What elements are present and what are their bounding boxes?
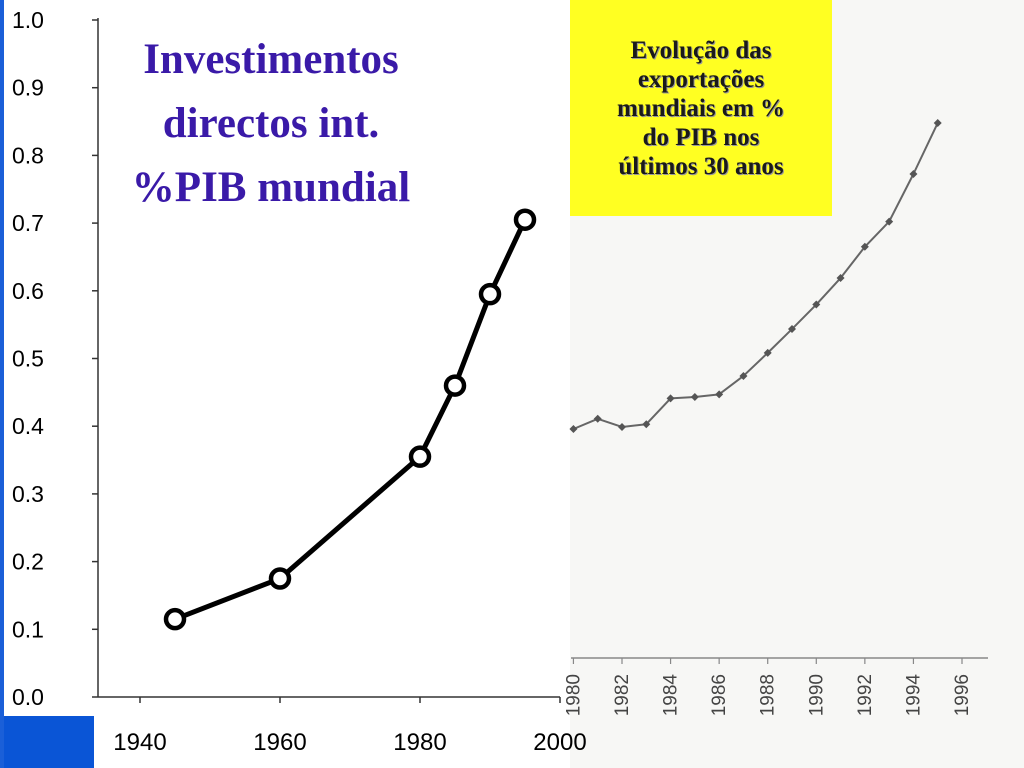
exports-series-line: [573, 122, 939, 430]
y-tick-label: 0.0: [12, 684, 44, 710]
exports-data-point: [812, 300, 821, 309]
exports-data-point: [690, 393, 699, 402]
exports-data-point: [569, 425, 578, 433]
exports-data-point: [836, 274, 845, 283]
exports-callout-box: Evolução das exportações mundiais em % d…: [570, 0, 832, 216]
exports-data-point: [642, 420, 651, 429]
x-tick-label: 1980: [563, 674, 584, 716]
fdi-series-line: [174, 218, 528, 622]
exports-data-point: [666, 394, 675, 403]
exports-data-point: [739, 371, 748, 380]
exports-callout-text: Evolução das exportações mundiais em % d…: [616, 36, 786, 180]
exports-data-point: [788, 325, 796, 334]
fdi-chart-title: Investimentos directos int. %PIB mundial: [131, 36, 411, 211]
fdi-data-point: [268, 567, 292, 590]
exports-data-point: [909, 170, 918, 178]
x-tick-label: 1988: [758, 674, 779, 716]
y-tick-label: 0.7: [12, 210, 44, 236]
fdi-data-point: [443, 374, 467, 397]
y-tick-label: 0.1: [12, 616, 44, 642]
x-tick-label: 1960: [253, 729, 306, 756]
exports-data-point: [593, 414, 602, 423]
exports-data-point: [763, 348, 772, 357]
x-tick-label: 1982: [612, 674, 633, 716]
y-tick-label: 0.2: [12, 549, 44, 575]
y-tick-label: 0.9: [12, 75, 44, 101]
x-tick-label: 1984: [661, 674, 682, 717]
exports-data-point: [933, 119, 942, 127]
fdi-data-point: [478, 282, 502, 306]
exports-data-point: [885, 217, 894, 226]
x-tick-label: 1994: [903, 674, 924, 717]
fdi-data-point: [513, 208, 537, 231]
fdi-data-point: [408, 445, 432, 468]
exports-data-point: [860, 242, 869, 251]
exports-data-point: [618, 422, 626, 431]
x-tick-label: 1990: [806, 674, 827, 716]
x-tick-label: 1940: [113, 729, 166, 756]
y-tick-label: 0.4: [12, 413, 44, 439]
fdi-data-point: [163, 607, 187, 631]
x-tick-label: 1986: [709, 674, 730, 716]
y-tick-label: 0.8: [12, 142, 44, 168]
y-tick-label: 1.0: [12, 7, 44, 33]
x-tick-label: 1992: [855, 674, 876, 716]
x-tick-label: 1996: [952, 674, 973, 716]
y-tick-label: 0.3: [12, 481, 44, 507]
accent-block: [4, 716, 94, 768]
exports-data-point: [715, 390, 724, 399]
y-tick-label: 0.5: [12, 346, 44, 372]
y-tick-label: 0.6: [12, 278, 44, 304]
x-tick-label: 2000: [533, 729, 586, 756]
x-tick-label: 1980: [393, 729, 446, 756]
